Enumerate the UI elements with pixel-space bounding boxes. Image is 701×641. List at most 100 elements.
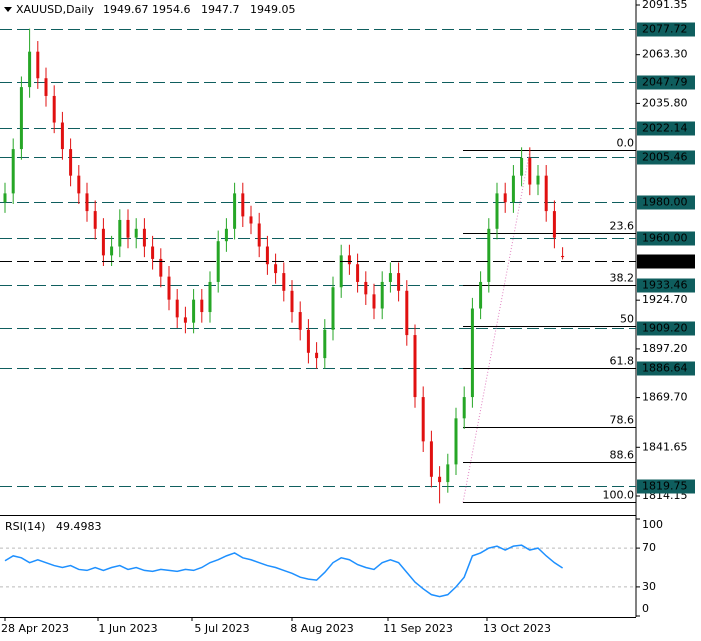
y-tick-label: 1841.65 bbox=[642, 440, 688, 453]
fib-label: 100.0 bbox=[603, 489, 635, 502]
candle-body bbox=[462, 397, 466, 419]
candle-body bbox=[200, 299, 204, 313]
fib-label: 38.2 bbox=[610, 272, 635, 285]
level-label-box bbox=[637, 195, 695, 210]
header: XAUUSD,Daily 1949.67 1954.6 1947.7 1949.… bbox=[16, 3, 296, 16]
candle-body bbox=[118, 219, 122, 247]
fib-label: 0.0 bbox=[617, 137, 635, 150]
level-label: 2077.72 bbox=[642, 23, 688, 36]
x-tick-label: 1 Jun 2023 bbox=[98, 622, 157, 635]
candle-body bbox=[44, 78, 48, 96]
candle-body bbox=[438, 476, 442, 483]
candle-body bbox=[470, 308, 474, 398]
candle-body bbox=[520, 157, 524, 176]
fib-label: 23.6 bbox=[610, 220, 635, 233]
rsi-line bbox=[4, 544, 564, 598]
y-tick-label: 2063.30 bbox=[642, 48, 688, 61]
last-low: 1947.7 bbox=[201, 3, 240, 16]
last-close: 1949.05 bbox=[250, 3, 296, 16]
candle-body bbox=[110, 246, 114, 256]
level-label-box bbox=[637, 75, 695, 90]
candle-body bbox=[429, 441, 433, 477]
rsi-title: RSI(14) bbox=[5, 520, 45, 533]
candle-body bbox=[233, 193, 237, 229]
fib-label: 88.6 bbox=[610, 449, 635, 462]
candle-body bbox=[167, 276, 171, 300]
y-tick-label: 1897.20 bbox=[642, 342, 688, 355]
level-label: 1886.64 bbox=[642, 362, 688, 375]
candle-body bbox=[60, 122, 64, 150]
fib-label: 78.6 bbox=[610, 414, 635, 427]
candle-body bbox=[134, 228, 138, 238]
candle-body bbox=[208, 281, 212, 313]
last-high: 1954.6 bbox=[152, 3, 191, 16]
candle-body bbox=[372, 294, 376, 309]
candle-body bbox=[364, 281, 368, 295]
candle-body bbox=[249, 216, 253, 224]
last-open: 1949.67 bbox=[103, 3, 149, 16]
candle-body bbox=[175, 299, 179, 318]
level-label: 1909.20 bbox=[642, 322, 688, 335]
level-label: 1947.00 bbox=[642, 255, 688, 268]
fib-label: 61.8 bbox=[610, 355, 635, 368]
candle-body bbox=[52, 95, 56, 123]
candle-body bbox=[298, 312, 302, 330]
x-tick-label: 8 Aug 2023 bbox=[290, 622, 353, 635]
candle-body bbox=[421, 397, 425, 442]
level-label-box bbox=[637, 22, 695, 37]
candle-body bbox=[479, 281, 483, 309]
rsi-last-value: 49.4983 bbox=[56, 520, 102, 533]
candle-body bbox=[446, 464, 450, 483]
candle-body bbox=[315, 352, 319, 359]
candle-body bbox=[257, 223, 261, 247]
level-label: 2047.79 bbox=[642, 76, 688, 89]
rsi-tick-label: 100 bbox=[642, 518, 663, 531]
candle-body bbox=[265, 246, 269, 265]
y-tick-label: 1924.70 bbox=[642, 293, 688, 306]
candle-body bbox=[19, 87, 23, 150]
candle-body bbox=[126, 219, 130, 238]
candle-body bbox=[561, 255, 565, 258]
x-tick-label: 13 Oct 2023 bbox=[483, 622, 551, 635]
candle-body bbox=[356, 264, 360, 282]
candle-body bbox=[544, 175, 548, 212]
rsi-tick-label: 0 bbox=[642, 602, 649, 615]
candle-body bbox=[216, 241, 220, 282]
candle-body bbox=[552, 211, 556, 238]
candle-body bbox=[36, 51, 40, 79]
level-label-box bbox=[637, 121, 695, 136]
candle-body bbox=[224, 228, 228, 242]
candle-body bbox=[282, 273, 286, 291]
x-tick-label: 28 Apr 2023 bbox=[1, 622, 69, 635]
candle-body bbox=[405, 290, 409, 336]
x-tick-label: 11 Sep 2023 bbox=[383, 622, 453, 635]
candle-body bbox=[290, 290, 294, 313]
candle-body bbox=[528, 157, 532, 185]
level-label-box bbox=[637, 361, 695, 376]
level-label-box bbox=[637, 231, 695, 246]
menu-arrow bbox=[4, 7, 12, 12]
candle-body bbox=[495, 193, 499, 229]
candle-body bbox=[339, 255, 343, 288]
candle-body bbox=[454, 418, 458, 465]
candle-body bbox=[274, 264, 278, 274]
level-label-box bbox=[637, 254, 695, 269]
candle-body bbox=[397, 273, 401, 291]
level-label-box bbox=[637, 321, 695, 336]
level-label: 1933.46 bbox=[642, 279, 688, 292]
candle-body bbox=[536, 175, 540, 185]
symbol: XAUUSD,Daily bbox=[16, 3, 94, 16]
candle-body bbox=[183, 317, 187, 323]
y-tick-label: 1869.70 bbox=[642, 391, 688, 404]
fib-label: 50 bbox=[620, 313, 634, 326]
level-label-box bbox=[637, 479, 695, 494]
candle-body bbox=[101, 228, 105, 256]
candle-body bbox=[511, 175, 515, 203]
candle-body bbox=[192, 299, 196, 323]
candle-body bbox=[388, 273, 392, 282]
candle-body bbox=[487, 228, 491, 282]
rsi-tick-label: 30 bbox=[642, 580, 656, 593]
y-tick-label: 2035.80 bbox=[642, 96, 688, 109]
